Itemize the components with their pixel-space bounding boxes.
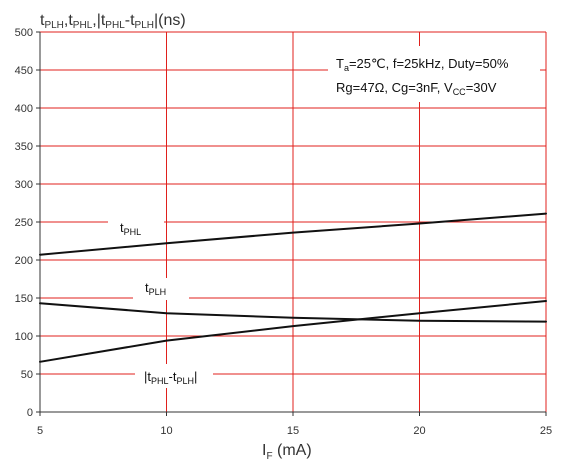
- x-axis-title: IF (mA): [262, 442, 312, 461]
- x-tick-label-25: 25: [540, 425, 552, 437]
- y-tick-label-50: 50: [21, 369, 33, 381]
- series-lines: [39, 212, 547, 363]
- axes: [39, 32, 546, 413]
- y-tick-label-200: 200: [15, 255, 33, 267]
- y-tick-label-450: 450: [15, 65, 33, 77]
- y-tick-label-350: 350: [15, 141, 33, 153]
- x-tick-label-10: 10: [160, 425, 172, 437]
- annotation-line-1: Ta=25℃, f=25kHz, Duty=50%: [336, 56, 509, 73]
- y-tick-label-100: 100: [15, 331, 33, 343]
- x-tick-label-20: 20: [413, 425, 425, 437]
- series-line-tdiff: [39, 300, 547, 363]
- y-tick-label-250: 250: [15, 217, 33, 229]
- label-background-tplh: [133, 278, 189, 300]
- y-tick-label-300: 300: [15, 179, 33, 191]
- y-tick-label-500: 500: [15, 27, 33, 39]
- annotation-line-2: Rg=47Ω, Cg=3nF, VCC=30V: [336, 80, 497, 97]
- x-tick-labels: 5 10 15 20 25: [37, 425, 552, 437]
- series-line-tplh: [39, 302, 547, 323]
- y-tick-label-0: 0: [27, 407, 33, 419]
- annotation-background: [328, 46, 540, 102]
- series-label-tphl: tPHL: [120, 220, 141, 237]
- x-tick-label-5: 5: [37, 425, 43, 437]
- label-background-tdiff: [135, 364, 213, 388]
- y-tick-label-150: 150: [15, 293, 33, 305]
- y-tick-label-400: 400: [15, 103, 33, 115]
- x-tick-label-15: 15: [287, 425, 299, 437]
- series-label-tplh: tPLH: [145, 280, 166, 297]
- y-tick-labels: 0 50 100 150 200 250 300 350 400 450 500: [15, 27, 33, 419]
- series-label-tdiff: |tPHL-tPLH|: [144, 369, 197, 386]
- series-line-tphl: [39, 212, 547, 256]
- label-background-tphl: [108, 216, 164, 238]
- y-axis-title: tPLH,tPHL,|tPHL-tPLH|(ns): [40, 12, 186, 31]
